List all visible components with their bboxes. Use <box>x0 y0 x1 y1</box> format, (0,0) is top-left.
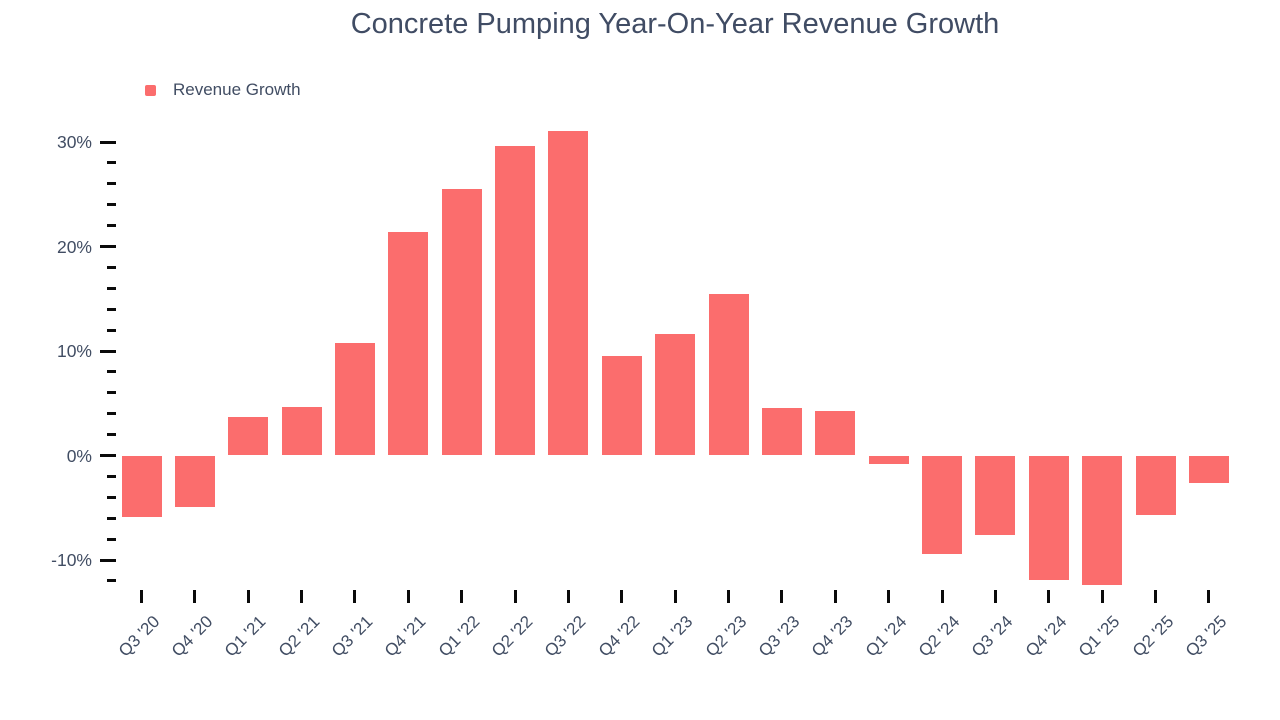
y-axis-minor-tick <box>107 495 116 499</box>
bar <box>548 130 589 456</box>
x-axis-tick <box>193 590 197 603</box>
x-axis-tick <box>1047 590 1051 603</box>
x-axis-tick <box>140 590 143 603</box>
y-axis-minor-tick <box>107 307 116 311</box>
x-axis-tick <box>780 590 784 603</box>
bar <box>655 334 696 456</box>
y-axis-minor-tick <box>107 161 116 165</box>
y-axis-label: -10% <box>51 550 92 570</box>
bar <box>121 455 162 518</box>
y-axis-major-tick <box>100 454 116 457</box>
bar <box>1082 455 1123 586</box>
y-axis-major-tick <box>100 349 116 353</box>
y-axis-minor-tick <box>107 412 116 416</box>
bar <box>708 293 749 456</box>
x-axis-tick <box>727 590 731 603</box>
bar <box>281 407 322 456</box>
bar <box>228 416 269 456</box>
bar <box>388 231 429 456</box>
bar <box>975 455 1016 535</box>
bar <box>868 455 909 464</box>
y-axis-label: 0% <box>66 445 92 466</box>
x-axis-tick <box>887 590 891 603</box>
y-axis-minor-tick <box>107 182 116 186</box>
y-axis-minor-tick <box>107 286 116 290</box>
bar <box>815 410 856 456</box>
x-axis-tick <box>620 590 624 603</box>
y-axis-minor-tick <box>107 224 116 228</box>
bar <box>761 408 802 456</box>
x-axis-tick <box>673 590 677 603</box>
y-axis-minor-tick <box>107 537 116 541</box>
legend-label: Revenue Growth <box>173 80 301 99</box>
y-axis-minor-tick <box>107 579 116 583</box>
x-axis-tick <box>993 590 997 603</box>
legend-swatch-icon <box>145 84 156 96</box>
y-axis-minor-tick <box>107 474 116 478</box>
x-axis-tick <box>460 590 464 603</box>
y-axis-minor-tick <box>107 203 116 207</box>
bar <box>334 342 375 456</box>
x-axis-tick <box>1207 590 1211 603</box>
x-axis-tick <box>940 590 944 603</box>
chart-title: Concrete Pumping Year-On-Year Revenue Gr… <box>350 8 1000 40</box>
y-axis-major-tick <box>100 558 116 562</box>
y-axis-minor-tick <box>107 328 116 332</box>
y-axis-major-tick <box>100 245 116 248</box>
x-axis-tick <box>513 590 517 603</box>
y-axis-label: 30% <box>56 132 92 152</box>
y-axis-major-tick <box>100 140 116 144</box>
x-axis-tick <box>1100 590 1104 603</box>
y-axis-minor-tick <box>107 391 116 395</box>
bar <box>174 455 215 507</box>
y-axis-label: 20% <box>56 236 92 257</box>
y-axis-label: 10% <box>56 341 92 361</box>
bar <box>1028 455 1069 580</box>
x-axis-tick <box>566 590 570 603</box>
x-axis-tick <box>353 590 357 603</box>
bar <box>601 356 642 456</box>
x-axis-tick <box>300 590 304 603</box>
y-axis-minor-tick <box>107 265 116 269</box>
bar <box>441 189 482 456</box>
bar <box>495 146 536 456</box>
bar <box>922 455 963 554</box>
x-axis-tick <box>406 590 410 603</box>
x-axis-tick <box>833 590 837 603</box>
y-axis-minor-tick <box>107 516 116 520</box>
y-axis-minor-tick <box>107 370 116 374</box>
y-axis-minor-tick <box>107 433 116 437</box>
x-axis-tick <box>246 590 250 603</box>
legend: Revenue Growth <box>145 80 301 100</box>
bar <box>1188 455 1229 483</box>
x-axis-tick <box>1154 590 1158 603</box>
bar <box>1135 455 1176 516</box>
